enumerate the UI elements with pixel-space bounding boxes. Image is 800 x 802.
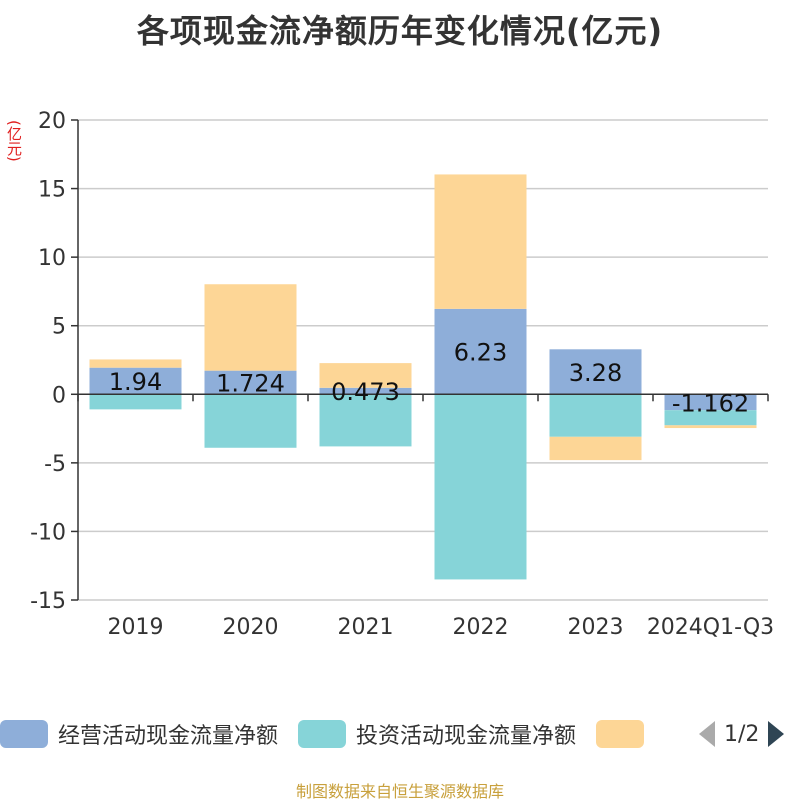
bars — [89, 174, 757, 580]
bar-s1-2020[interactable] — [204, 394, 297, 448]
data-label-2024Q1-Q3: -1.162 — [672, 389, 749, 417]
y-tick-label: 0 — [52, 383, 66, 408]
axes: -15 -10 -5 0 5 10 15 20 2019 2020 2021 2022 2023 2024… — [30, 109, 774, 640]
y-tick-label: 15 — [38, 178, 66, 203]
y-axis-unit: (亿元) — [5, 120, 23, 162]
x-tick-label: 2021 — [338, 615, 394, 640]
x-tick-label: 2023 — [568, 615, 624, 640]
x-tick-label: 2024Q1-Q3 — [647, 615, 774, 640]
legend-label-operating: 经营活动现金流量净额 — [58, 724, 279, 749]
bar-s0-2019[interactable] — [89, 367, 182, 395]
data-label-2022: 6.23 — [454, 339, 507, 367]
legend-swatch-operating — [0, 720, 48, 748]
bar-s0-2023[interactable] — [549, 349, 642, 395]
y-tick-label: -5 — [44, 452, 66, 477]
grid-lines — [78, 119, 768, 601]
bar-s1-2022[interactable] — [434, 394, 527, 580]
bar-s1-2023[interactable] — [549, 394, 642, 437]
data-label-2019: 1.94 — [109, 368, 162, 396]
data-source-note: 制图数据来自恒生聚源数据库 — [295, 782, 504, 801]
bar-s0-2022[interactable] — [434, 308, 527, 395]
bar-s2-2019[interactable] — [89, 359, 182, 368]
y-tick-label: 20 — [38, 109, 66, 134]
legend-item-investing[interactable]: 投资活动现金流量净额 — [298, 718, 576, 750]
y-tick-label: -15 — [30, 589, 66, 614]
bar-s1-2021[interactable] — [319, 394, 412, 447]
x-tick-label: 2020 — [223, 615, 279, 640]
legend-item-operating[interactable]: 经营活动现金流量净额 — [0, 718, 278, 750]
bar-chart: -15 -10 -5 0 5 10 15 20 2019 2020 2021 2022 2023 2024… — [30, 109, 774, 640]
legend: 经营活动现金流量净额 投资活动现金流量净额 — [0, 716, 674, 752]
legend-swatch-investing — [298, 720, 347, 748]
data-label-2021: 0.473 — [331, 378, 400, 406]
y-tick-label: 5 — [52, 315, 66, 340]
data-labels: 1.94 1.724 0.473 6.23 3.28 -1.162 — [109, 339, 749, 418]
bar-s2-2023[interactable] — [549, 436, 642, 461]
legend-page-indicator: 1/2 — [724, 721, 760, 747]
legend-pager: 1/2 — [698, 716, 785, 752]
legend-swatch-third — [596, 720, 645, 748]
bar-s0-2021[interactable] — [319, 387, 412, 395]
y-tick-label: 10 — [38, 246, 66, 271]
bar-s0-2024Q1-Q3[interactable] — [664, 394, 757, 411]
triangle-left-icon[interactable] — [698, 720, 716, 748]
bar-s2-2020[interactable] — [204, 284, 297, 371]
data-label-2023: 3.28 — [569, 359, 622, 387]
y-tick-label: -10 — [30, 520, 66, 545]
bar-s1-2024Q1-Q3[interactable] — [664, 410, 757, 426]
data-label-2020: 1.724 — [216, 369, 285, 397]
legend-label-investing: 投资活动现金流量净额 — [356, 724, 577, 749]
bar-s0-2020[interactable] — [204, 370, 297, 395]
triangle-right-icon[interactable] — [767, 720, 785, 748]
bar-s1-2019[interactable] — [89, 394, 182, 410]
bar-s2-2021[interactable] — [319, 363, 412, 388]
chart-title: 各项现金流净额历年变化情况(亿元) — [136, 12, 664, 50]
x-tick-label: 2022 — [453, 615, 509, 640]
bar-s2-2022[interactable] — [434, 174, 527, 309]
x-tick-label: 2019 — [108, 615, 164, 640]
bar-s2-2024Q1-Q3[interactable] — [664, 425, 757, 429]
legend-item-third[interactable] — [596, 720, 654, 748]
